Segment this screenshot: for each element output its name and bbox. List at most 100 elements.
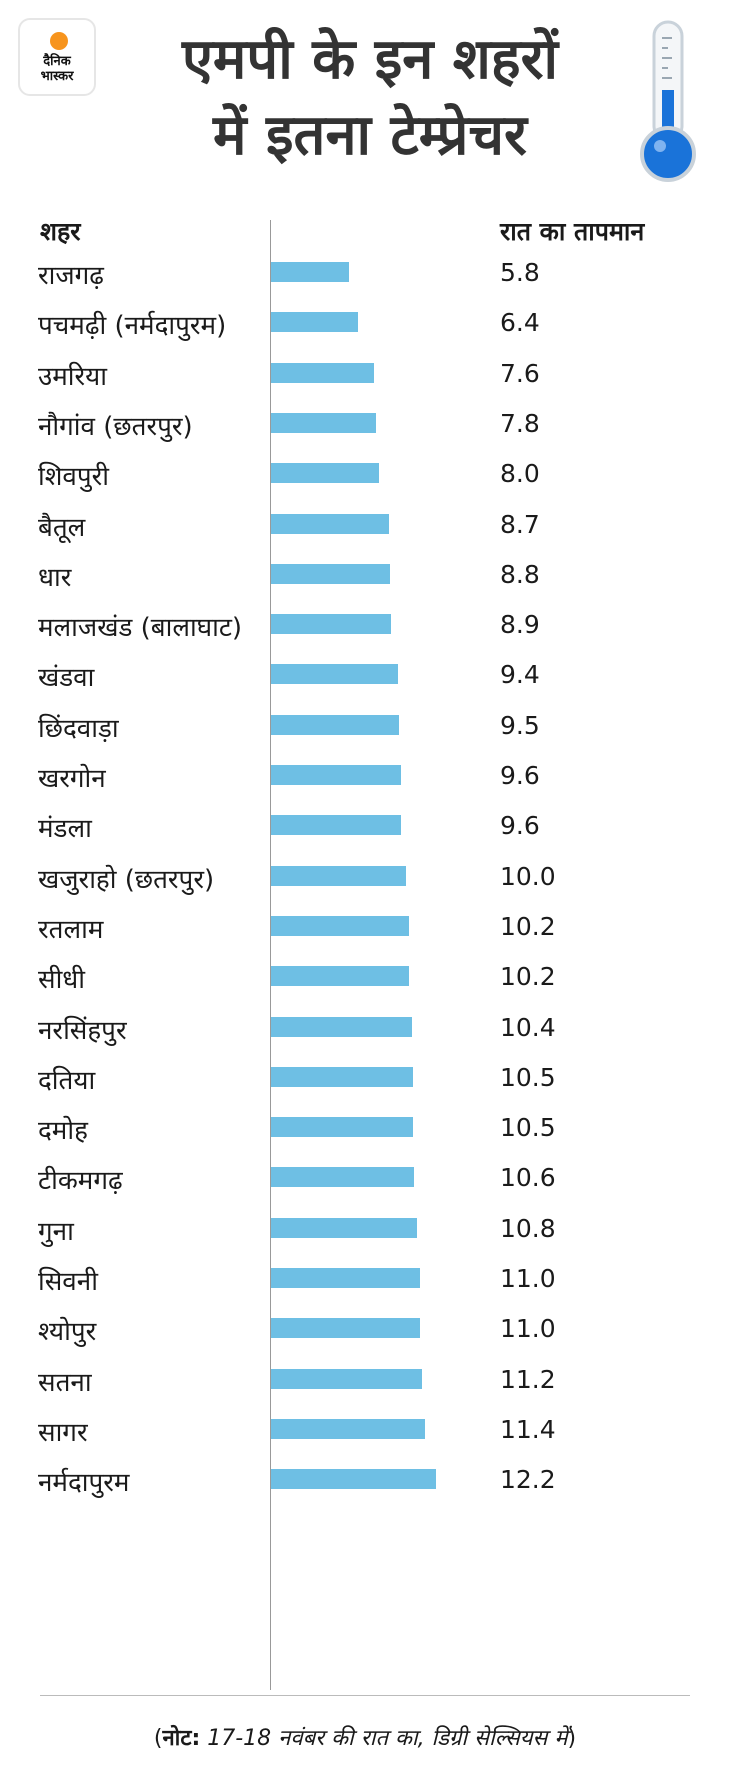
chart-row: सतना 11.2 xyxy=(0,1355,730,1411)
temperature-value: 8.8 xyxy=(500,559,540,589)
chart-row: छिंदवाड़ा 9.5 xyxy=(0,701,730,757)
chart-row: सागर 11.4 xyxy=(0,1405,730,1461)
chart-row: पचमढ़ी (नर्मदापुरम) 6.4 xyxy=(0,298,730,354)
chart-row: श्योपुर 11.0 xyxy=(0,1304,730,1360)
temperature-bar xyxy=(271,1268,420,1288)
city-label: सागर xyxy=(38,1417,88,1448)
city-label: टीकमगढ़ xyxy=(38,1166,123,1197)
chart-row: दतिया 10.5 xyxy=(0,1053,730,1109)
temperature-bar xyxy=(271,1117,413,1138)
city-label: गुना xyxy=(38,1216,74,1247)
temperature-value: 9.5 xyxy=(500,710,540,740)
city-label: मलाजखंड (बालाघाट) xyxy=(38,613,243,644)
temperature-bar xyxy=(271,1469,436,1490)
temperature-value: 11.4 xyxy=(500,1414,556,1444)
temperature-bar xyxy=(271,1016,412,1037)
temperature-bar xyxy=(271,664,399,685)
temperature-value: 10.2 xyxy=(500,962,556,992)
chart-row: सिवनी 11.0 xyxy=(0,1254,730,1310)
note-label: नोट: xyxy=(162,1726,201,1751)
chart-row: शिवपुरी 8.0 xyxy=(0,449,730,505)
temperature-bar xyxy=(271,463,380,484)
chart-row: बैतूल 8.7 xyxy=(0,500,730,556)
temperature-value: 10.4 xyxy=(500,1012,556,1042)
city-label: श्योपुर xyxy=(38,1317,97,1348)
temperature-value: 11.0 xyxy=(500,1314,556,1344)
temperature-value: 8.9 xyxy=(500,610,540,640)
temperature-bar xyxy=(271,1318,420,1339)
note-close: ) xyxy=(567,1726,577,1751)
city-label: दतिया xyxy=(38,1065,96,1096)
chart-row: रतलाम 10.2 xyxy=(0,902,730,958)
temperature-value: 10.2 xyxy=(500,911,556,941)
temperature-bar xyxy=(271,1418,426,1439)
temperature-value: 10.5 xyxy=(500,1113,556,1143)
chart-row: सीधी 10.2 xyxy=(0,952,730,1008)
city-label: दमोह xyxy=(38,1116,88,1147)
temperature-value: 10.6 xyxy=(500,1163,556,1193)
temperature-value: 8.0 xyxy=(500,459,540,489)
temperature-value: 9.4 xyxy=(500,660,540,690)
temperature-value: 6.4 xyxy=(500,308,540,338)
chart-row: नौगांव (छतरपुर) 7.8 xyxy=(0,399,730,455)
divider xyxy=(40,1695,690,1696)
temperature-bar xyxy=(271,412,377,433)
chart-row: गुना 10.8 xyxy=(0,1204,730,1260)
temperature-bar xyxy=(271,1066,413,1087)
city-label: सतना xyxy=(38,1367,92,1398)
temperature-bar xyxy=(271,1217,418,1238)
temperature-bar xyxy=(271,362,374,383)
city-label: खरगोन xyxy=(38,764,106,794)
city-label: बैतूल xyxy=(38,512,86,543)
temperature-value: 9.6 xyxy=(500,761,540,790)
thermometer-icon xyxy=(640,20,696,182)
chart-row: राजगढ़ 5.8 xyxy=(0,248,730,304)
temperature-value: 11.0 xyxy=(500,1264,556,1293)
chart-row: उमरिया 7.6 xyxy=(0,349,730,405)
footnote: (नोट: 17-18 नवंबर की रात का, डिग्री सेल्… xyxy=(0,1722,730,1752)
temperature-bar xyxy=(271,1167,415,1188)
city-label: राजगढ़ xyxy=(38,261,104,291)
city-label: खजुराहो (छतरपुर) xyxy=(38,864,215,895)
temperature-value: 12.2 xyxy=(500,1465,556,1495)
chart-row: मंडला 9.6 xyxy=(0,801,730,857)
temperature-value: 10.5 xyxy=(500,1062,556,1092)
chart-row: मलाजखंड (बालाघाट) 8.9 xyxy=(0,600,730,656)
note-text: 17-18 नवंबर की रात का, डिग्री सेल्सियस म… xyxy=(200,1726,568,1751)
chart-row: खंडवा 9.4 xyxy=(0,650,730,706)
temperature-value: 9.6 xyxy=(500,811,540,841)
city-label: सिवनी xyxy=(38,1267,98,1297)
chart-row: खरगोन 9.6 xyxy=(0,751,730,807)
city-label: नौगांव (छतरपुर) xyxy=(38,411,193,442)
city-label: मंडला xyxy=(38,814,92,845)
chart-row: नरसिंहपुर 10.4 xyxy=(0,1003,730,1059)
temperature-bar xyxy=(271,865,407,886)
city-label: नर्मदापुरम xyxy=(38,1468,130,1499)
column-header-temp: रात का तापमान xyxy=(500,217,645,246)
temperature-bar xyxy=(271,1368,423,1389)
city-label: छिंदवाड़ा xyxy=(38,713,119,744)
chart-row: धार 8.8 xyxy=(0,550,730,606)
city-label: रतलाम xyxy=(38,914,104,945)
temperature-bar xyxy=(271,513,389,534)
page-title: एमपी के इन शहरों में इतना टेम्प्रेचर xyxy=(181,27,559,168)
logo-dot-icon xyxy=(50,32,68,50)
temperature-value: 8.7 xyxy=(500,509,540,539)
logo-text: दैनिक भास्कर xyxy=(40,54,74,84)
temperature-bar xyxy=(271,262,350,282)
temperature-value: 7.6 xyxy=(500,358,540,388)
city-label: पचमढ़ी (नर्मदापुरम) xyxy=(38,311,227,342)
chart-row: टीकमगढ़ 10.6 xyxy=(0,1153,730,1209)
temperature-bar xyxy=(271,714,400,735)
temperature-value: 5.8 xyxy=(500,258,540,287)
chart-row: नर्मदापुरम 12.2 xyxy=(0,1455,730,1511)
brand-logo: दैनिक भास्कर xyxy=(18,18,96,96)
temperature-value: 10.8 xyxy=(500,1213,556,1243)
temperature-bar xyxy=(271,815,401,836)
header: दैनिक भास्कर एमपी के इन शहरों में इतना ट… xyxy=(0,0,730,200)
note-open: ( xyxy=(153,1726,163,1751)
temperature-value: 7.8 xyxy=(500,408,540,438)
temperature-value: 11.2 xyxy=(500,1364,556,1394)
temperature-bar xyxy=(271,312,358,333)
chart-row: खजुराहो (छतरपुर) 10.0 xyxy=(0,852,730,908)
